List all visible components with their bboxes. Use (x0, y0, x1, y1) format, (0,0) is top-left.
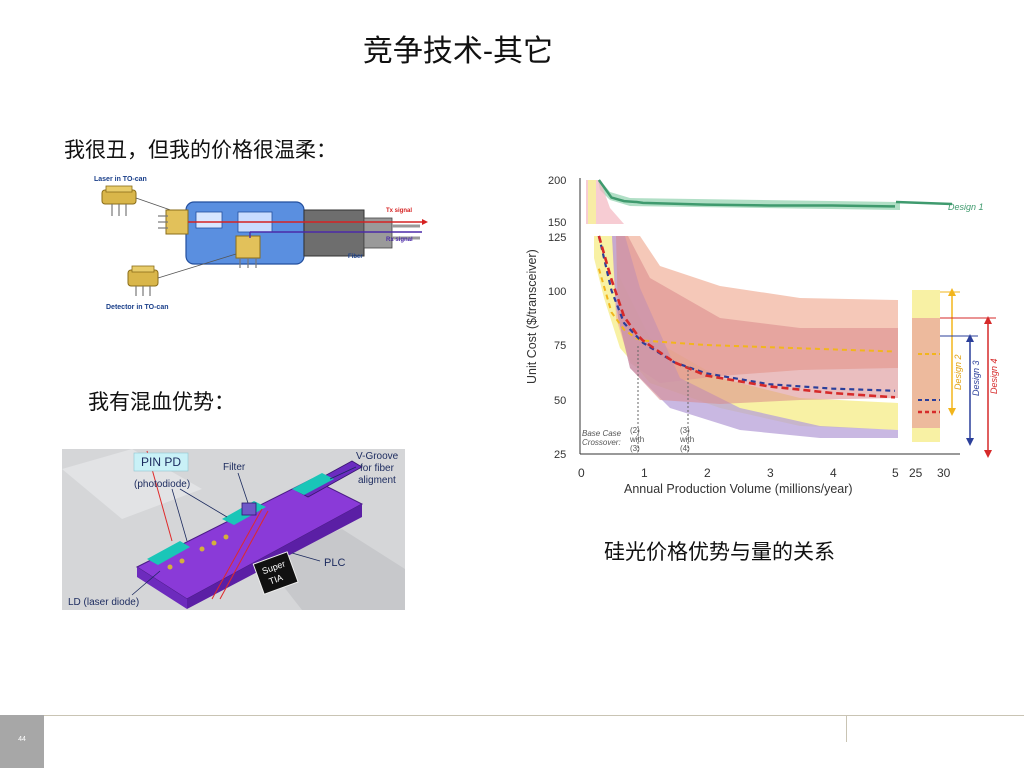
chart-caption: 硅光价格优势与量的关系 (604, 540, 835, 564)
footer-tick (846, 716, 847, 742)
x-tick-3: 3 (767, 466, 774, 480)
x-axis-title: Annual Production Volume (millions/year) (624, 482, 853, 496)
legend-design1: Design 1 (948, 202, 984, 212)
y-tick-25: 25 (554, 449, 566, 461)
y-tick-100: 100 (548, 286, 566, 298)
footer-divider (44, 715, 1024, 716)
detector-label: Detector in TO-can (106, 304, 169, 311)
annot-3a: (3) (630, 444, 640, 453)
detector-module-icon (235, 235, 261, 259)
laser-to-can-icon (101, 185, 137, 216)
x-tick-0: 0 (578, 466, 585, 480)
pin-pd-label: PIN PD (141, 455, 181, 469)
filter-block (241, 502, 257, 516)
cost-volume-chart: 200 150 125 100 75 50 25 0 1 2 3 4 5 25 … (520, 168, 1002, 498)
laser-module-icon (165, 209, 189, 235)
tia-label: TIA (268, 572, 285, 586)
annot-base-case: Base Case (582, 429, 622, 438)
y-tick-200: 200 (548, 175, 566, 187)
y-tick-150: 150 (548, 217, 566, 229)
legend-design2: Design 2 (953, 354, 963, 390)
for-fiber-label: for fiber (360, 463, 395, 474)
photodiode-label: (photodiode) (134, 479, 190, 490)
text-cheap-price: 我很丑，但我的价格很温柔： (64, 138, 337, 162)
fiber-label: Fiber (348, 254, 363, 260)
plc-diagram: PIN PD (photodiode) Filter V-Groove for … (62, 449, 405, 610)
annot-with-1: with (629, 435, 644, 444)
filter-label: Filter (223, 462, 246, 473)
y-axis-title: Unit Cost ($/transceiver) (525, 249, 539, 384)
text-hybrid-advantage: 我有混血优势： (88, 390, 235, 414)
detector-to-can-icon (127, 265, 159, 296)
series-design1-line (597, 179, 896, 208)
x-tick-5: 5 (892, 466, 899, 480)
page-number-box (0, 715, 44, 768)
rx-signal-label: Rx signal (386, 237, 413, 243)
y-tick-75: 75 (554, 340, 566, 352)
annot-4: (4) (680, 444, 690, 453)
annot-with-2: with (679, 435, 694, 444)
fiber-connector (303, 209, 365, 257)
vgroove-label: V-Groove (356, 451, 399, 462)
y-tick-125: 125 (548, 232, 566, 244)
annot-crossover: Crossover: (582, 438, 621, 447)
annot-3b: (3) (680, 426, 690, 435)
x-tick-1: 1 (641, 466, 648, 480)
x-tick-2: 2 (704, 466, 711, 480)
legend-design4: Design 4 (989, 358, 999, 394)
legend-design3: Design 3 (971, 360, 981, 396)
tx-signal-label: Tx signal (386, 208, 412, 214)
to-can-diagram: Laser in TO-can Tx signal Rx signal Fibe… (94, 176, 428, 311)
y-tick-50: 50 (554, 395, 566, 407)
annot-2: (2) (630, 426, 640, 435)
series-design2-line (597, 268, 896, 353)
ld-label: LD (laser diode) (68, 597, 139, 608)
plc-label: PLC (324, 557, 345, 569)
x-tick-4: 4 (830, 466, 837, 480)
slide-title: 竞争技术-其它 (362, 34, 554, 69)
x-tick-30: 30 (937, 466, 951, 480)
series-design4-line (597, 235, 896, 399)
super-tia-chip: Super TIA (252, 551, 299, 595)
aligment-label: aligment (358, 475, 396, 486)
x-tick-25: 25 (909, 466, 923, 480)
laser-label: Laser in TO-can (94, 176, 147, 183)
page-number: 44 (18, 736, 26, 743)
